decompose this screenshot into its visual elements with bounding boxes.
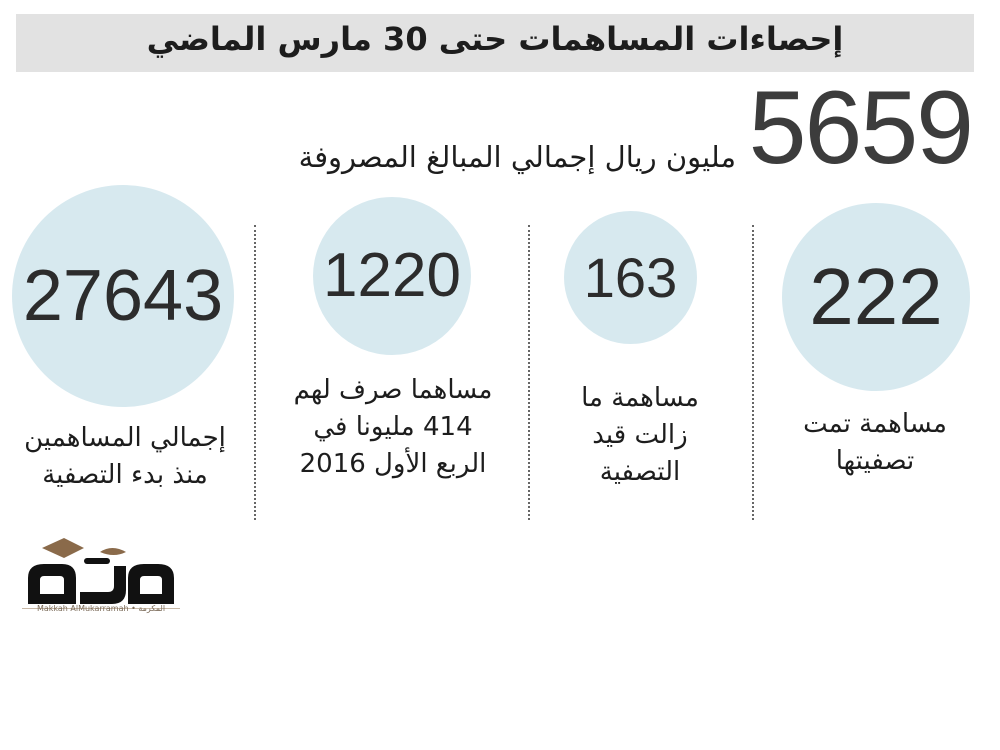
stat-caption-paid-contributors: مساهما صرف لهم 414 مليونا في الربع الأول… <box>268 372 518 483</box>
page-title: إحصاءات المساهمات حتى 30 مارس الماضي <box>146 20 844 58</box>
caption-line: الربع الأول 2016 <box>299 449 487 479</box>
makkah-newspaper-logo <box>22 538 180 609</box>
stat-value-in-liquidation: 163 <box>583 245 678 309</box>
stat-circle-in-liquidation: 163 <box>564 211 697 344</box>
caption-line: إجمالي المساهمين <box>24 423 226 453</box>
column-divider <box>528 225 530 520</box>
stat-caption-total-contributors: إجمالي المساهمين منذ بدء التصفية <box>5 420 245 494</box>
stat-value-paid-contributors: 1220 <box>323 241 461 310</box>
caption-line: التصفية <box>599 457 681 487</box>
caption-line: 414 مليونا في <box>313 412 473 442</box>
stat-caption-settled: مساهمة تمت تصفيتها <box>770 406 980 480</box>
column-divider <box>254 225 256 520</box>
caption-line: زالت قيد <box>592 420 688 450</box>
column-divider <box>752 225 754 520</box>
caption-line: منذ بدء التصفية <box>42 460 208 490</box>
total-amount-caption: مليون ريال إجمالي المبالغ المصروفة <box>298 140 736 174</box>
logo-subtitle: Makkah AlMukarramah • المكرمة <box>36 604 166 613</box>
stat-circle-paid-contributors: 1220 <box>313 197 471 355</box>
caption-line: تصفيتها <box>835 446 915 476</box>
caption-line: مساهمة تمت <box>803 409 947 439</box>
total-amount-value: 5659 <box>748 70 974 186</box>
header-bar: إحصاءات المساهمات حتى 30 مارس الماضي <box>16 14 974 72</box>
caption-line: مساهمة ما <box>581 383 699 413</box>
stat-caption-in-liquidation: مساهمة ما زالت قيد التصفية <box>550 380 730 491</box>
stat-value-settled: 222 <box>809 252 943 341</box>
stat-value-total-contributors: 27643 <box>22 256 224 336</box>
stat-circle-settled: 222 <box>782 203 970 391</box>
caption-line: مساهما صرف لهم <box>293 375 493 405</box>
stat-circle-total-contributors: 27643 <box>12 185 234 407</box>
